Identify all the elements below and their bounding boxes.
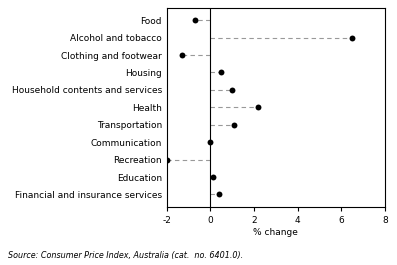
- Point: [179, 53, 185, 57]
- Point: [229, 88, 235, 92]
- Point: [216, 192, 222, 197]
- Point: [349, 36, 356, 40]
- Point: [218, 70, 224, 74]
- Point: [192, 18, 198, 22]
- X-axis label: % change: % change: [253, 228, 299, 236]
- Point: [231, 123, 237, 127]
- Point: [207, 140, 214, 144]
- Point: [210, 175, 216, 179]
- Text: Source: Consumer Price Index, Australia (cat.  no. 6401.0).: Source: Consumer Price Index, Australia …: [8, 251, 243, 260]
- Point: [255, 105, 262, 109]
- Point: [164, 157, 170, 162]
